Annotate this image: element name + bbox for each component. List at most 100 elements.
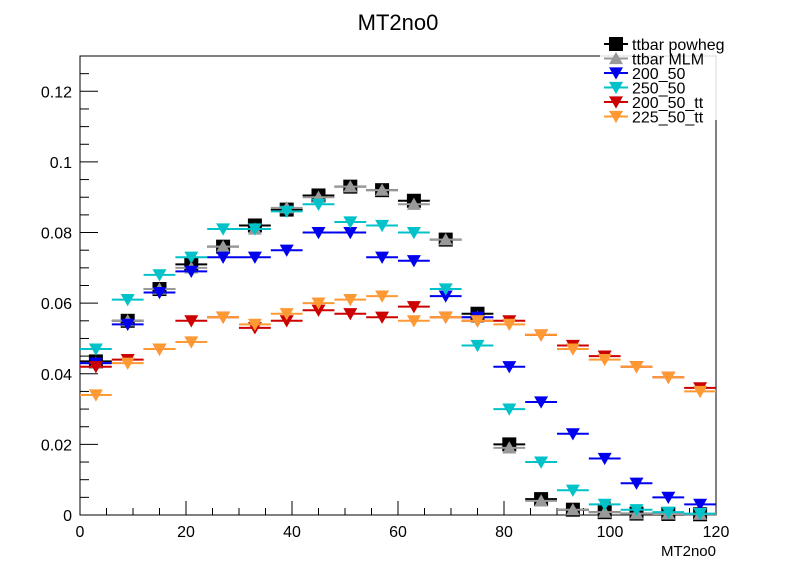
data-point <box>343 179 358 193</box>
legend-label: 200_50_tt <box>632 95 704 112</box>
data-point <box>375 311 390 324</box>
data-point <box>502 403 517 416</box>
data-point <box>502 441 517 454</box>
y-tick-label: 0 <box>63 508 72 525</box>
data-point <box>565 343 580 356</box>
data-point <box>88 389 103 402</box>
data-point <box>438 283 453 296</box>
legend-marker <box>609 37 623 51</box>
data-point <box>343 216 358 229</box>
data-point <box>375 251 390 264</box>
legend-label: 250_50 <box>632 81 685 98</box>
data-point <box>247 318 262 331</box>
data-point <box>406 226 421 240</box>
data-point <box>120 294 135 307</box>
data-point <box>406 301 421 314</box>
data-point <box>565 484 580 497</box>
data-point <box>311 297 326 310</box>
data-point <box>565 503 580 516</box>
data-point <box>279 244 294 257</box>
data-point <box>438 290 453 303</box>
data-point <box>184 315 199 328</box>
data-point <box>438 232 453 246</box>
data-point <box>216 251 231 264</box>
legend-marker <box>609 96 623 109</box>
data-point <box>120 318 135 331</box>
data-point <box>661 491 676 504</box>
data-point <box>152 269 167 282</box>
data-point <box>502 361 517 374</box>
x-tick-label: 0 <box>76 524 85 541</box>
legend-label: 225_50_tt <box>632 110 704 127</box>
data-point <box>661 371 676 384</box>
data-marks <box>80 179 716 522</box>
data-point <box>279 205 294 219</box>
x-tick-label: 120 <box>703 524 730 541</box>
y-tick-label: 0.02 <box>41 437 72 454</box>
data-point <box>375 290 390 303</box>
data-point <box>120 357 135 370</box>
data-point <box>279 308 294 321</box>
data-point <box>375 183 390 196</box>
data-point <box>343 294 358 307</box>
data-point <box>311 304 326 317</box>
data-point <box>693 507 708 521</box>
legend-marker <box>609 67 623 80</box>
legend-label: 200_50 <box>632 66 685 83</box>
x-tick-label: 100 <box>597 524 624 541</box>
legend-marker <box>609 110 623 124</box>
data-point <box>279 315 294 328</box>
data-point <box>247 251 262 264</box>
legend-marker <box>609 81 623 95</box>
series-250-50 <box>80 198 716 521</box>
x-axis-label: MT2no0 <box>661 543 716 560</box>
data-point <box>470 339 485 353</box>
plot-axes: 0 20 40 60 80 100 120 0 0.02 0.04 0.06 0.08 0.1 0.12 <box>41 55 730 541</box>
data-point <box>565 428 580 441</box>
data-point <box>88 343 103 356</box>
data-point <box>629 361 644 374</box>
data-point <box>438 311 453 324</box>
data-point <box>184 265 199 279</box>
series-225-50-tt <box>80 290 716 402</box>
data-point <box>406 255 421 268</box>
data-point <box>406 197 421 210</box>
data-point <box>534 494 549 507</box>
data-point <box>216 311 231 324</box>
data-point <box>534 456 549 469</box>
data-point <box>184 251 199 264</box>
data-point <box>343 226 358 240</box>
data-point <box>152 343 167 356</box>
x-tick-label: 60 <box>389 524 407 541</box>
y-tick-label: 0.08 <box>41 226 72 243</box>
data-point <box>597 354 612 367</box>
data-point <box>661 506 676 519</box>
legend-label: ttbar powheg <box>632 37 725 54</box>
data-point <box>216 240 231 253</box>
data-point <box>502 318 517 331</box>
data-point <box>184 336 199 349</box>
data-point <box>597 498 612 512</box>
data-point <box>311 198 326 211</box>
y-tick-label: 0.04 <box>41 367 72 384</box>
data-point <box>311 226 326 240</box>
data-point <box>597 505 612 518</box>
data-point <box>343 308 358 321</box>
data-point <box>629 504 644 517</box>
y-tick-label: 0.06 <box>41 296 72 313</box>
data-point <box>534 329 549 342</box>
data-point <box>216 223 231 236</box>
data-point <box>534 396 549 409</box>
legend-label: ttbar MLM <box>632 52 704 69</box>
x-tick-label: 40 <box>283 524 301 541</box>
data-point <box>247 223 262 236</box>
chart-title: MT2no0 <box>358 10 439 35</box>
x-tick-label: 80 <box>495 524 513 541</box>
data-point <box>375 219 390 233</box>
data-point <box>406 315 421 328</box>
data-point <box>693 385 708 399</box>
data-point <box>597 452 612 466</box>
x-tick-label: 20 <box>177 524 195 541</box>
